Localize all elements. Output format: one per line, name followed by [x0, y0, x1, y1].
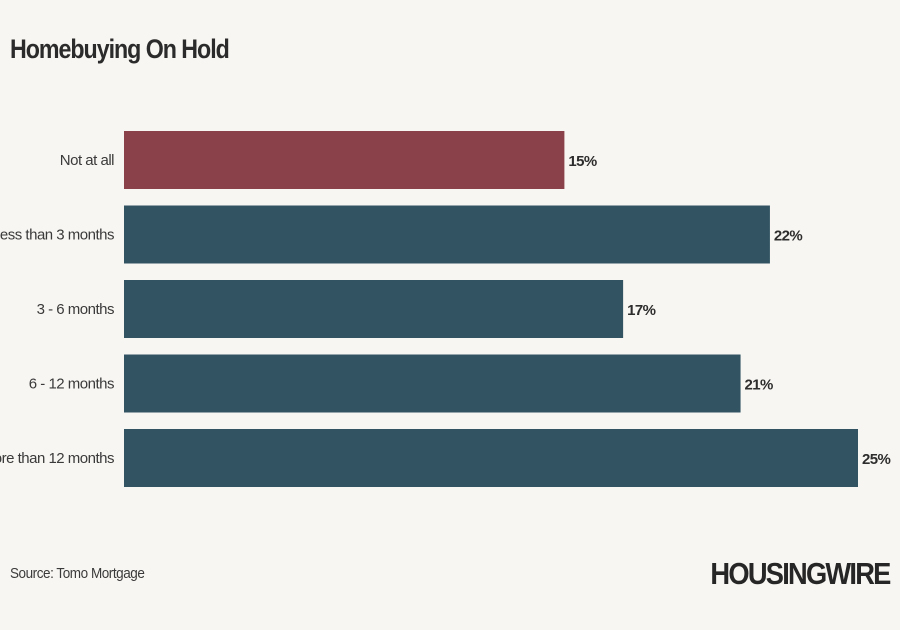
chart-title: Homebuying On Hold: [10, 34, 230, 64]
source-note: Source: Tomo Mortgage: [10, 565, 145, 582]
value-label: 21%: [745, 377, 773, 394]
bar-more-than-12-months: [124, 429, 858, 487]
bar-6-12-months: [124, 354, 741, 413]
value-label: 25%: [862, 451, 890, 468]
value-label: 15%: [568, 153, 596, 170]
category-label: Not at all: [60, 152, 114, 169]
value-label: 17%: [627, 302, 655, 319]
category-label: 3 - 6 months: [37, 301, 114, 318]
bar-not-at-all: [124, 131, 565, 189]
bar-3-6-months: [124, 280, 624, 338]
housingwire-logo: HOUSINGWIRE: [710, 556, 892, 591]
category-label: Less than 3 months: [0, 227, 114, 244]
bar-less-than-3-months: [124, 205, 770, 264]
category-label: 6 - 12 months: [29, 376, 114, 393]
category-label: More than 12 months: [0, 450, 114, 467]
value-label: 22%: [774, 228, 802, 245]
